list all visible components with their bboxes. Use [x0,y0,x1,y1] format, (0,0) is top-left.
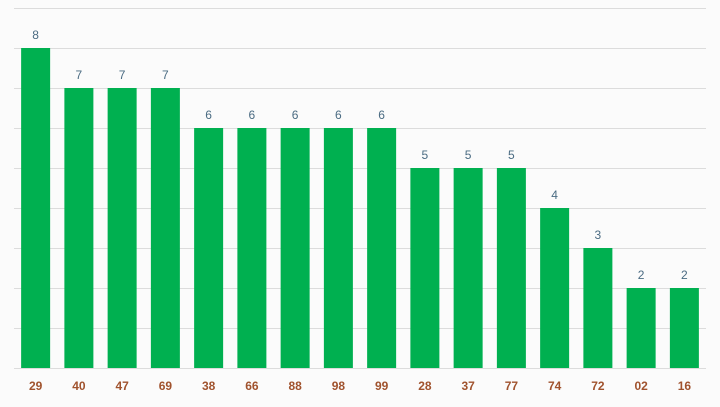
x-tick-16: 16 [678,379,692,393]
data-labels: 8 7 7 7 6 6 6 6 6 5 5 5 4 3 2 2 [32,28,688,282]
bar-98 [323,128,353,368]
x-tick-02: 02 [634,379,648,393]
data-label-69: 7 [162,68,169,82]
x-tick-29: 29 [29,379,43,393]
bar-69 [150,88,180,368]
x-tick-28: 28 [418,379,432,393]
data-label-88: 6 [292,108,299,122]
bar-28 [410,168,440,368]
x-axis-tick-labels: 29 40 47 69 38 66 88 98 99 28 37 77 74 72 02 16 [29,379,691,393]
bar-66 [237,128,267,368]
bar-16 [669,288,699,368]
data-label-02: 2 [638,268,645,282]
data-label-38: 6 [205,108,212,122]
bar-38 [194,128,224,368]
data-label-99: 6 [378,108,385,122]
x-tick-98: 98 [332,379,346,393]
data-label-98: 6 [335,108,342,122]
bar-40 [64,88,94,368]
bar-88 [280,128,310,368]
x-tick-88: 88 [288,379,302,393]
data-label-28: 5 [422,148,429,162]
data-label-40: 7 [76,68,83,82]
bar-02 [626,288,656,368]
data-label-66: 6 [249,108,256,122]
data-label-72: 3 [595,228,602,242]
data-label-47: 7 [119,68,126,82]
x-tick-69: 69 [159,379,173,393]
x-tick-77: 77 [505,379,519,393]
bars [21,48,699,368]
bar-77 [496,168,526,368]
bar-99 [367,128,397,368]
x-tick-66: 66 [245,379,259,393]
x-tick-72: 72 [591,379,605,393]
x-tick-74: 74 [548,379,562,393]
bar-37 [453,168,483,368]
x-tick-37: 37 [461,379,475,393]
data-label-29: 8 [32,28,39,42]
x-tick-47: 47 [115,379,129,393]
x-tick-40: 40 [72,379,86,393]
bar-72 [583,248,613,368]
data-label-74: 4 [551,188,558,202]
data-label-37: 5 [465,148,472,162]
bar-74 [540,208,570,368]
data-label-16: 2 [681,268,688,282]
x-tick-38: 38 [202,379,216,393]
bar-47 [107,88,137,368]
x-tick-99: 99 [375,379,389,393]
data-label-77: 5 [508,148,515,162]
bar-29 [21,48,51,368]
